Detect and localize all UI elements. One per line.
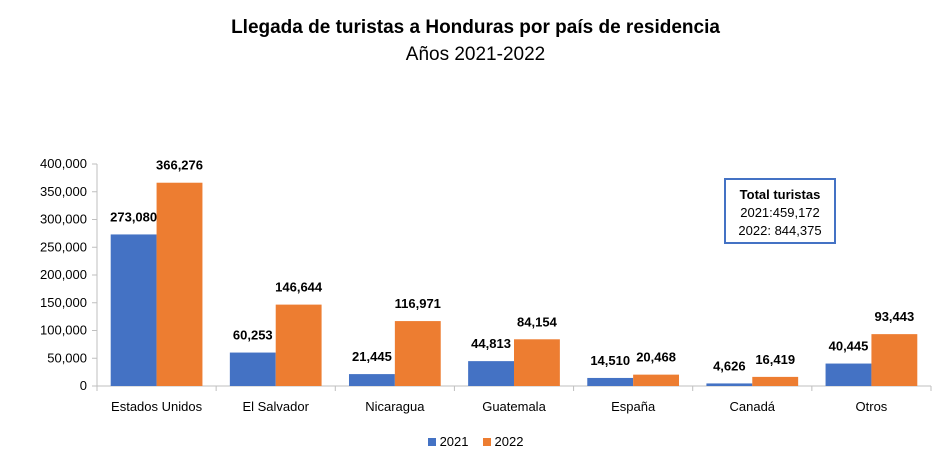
x-category-label: Estados Unidos	[111, 399, 203, 414]
legend-item-2021: 2021	[427, 434, 469, 449]
data-label-2022: 84,154	[517, 314, 558, 329]
y-tick-label: 0	[80, 378, 87, 393]
x-category-label: Nicaragua	[365, 399, 425, 414]
total-tourists-annotation: Total turistas 2021:459,172 2022: 844,37…	[724, 178, 836, 244]
annotation-2021-total: 2021:459,172	[740, 205, 820, 220]
legend-label-2022: 2022	[494, 434, 524, 449]
x-category-label: Otros	[856, 399, 888, 414]
legend-item-2022: 2022	[482, 434, 524, 449]
chart-subtitle: Años 2021-2022	[405, 44, 546, 65]
x-category-label: España	[611, 399, 656, 414]
legend: 2021 2022	[0, 434, 951, 449]
data-label-2022: 16,419	[755, 352, 795, 367]
legend-swatch-2021	[427, 437, 436, 446]
data-label-2022: 116,971	[395, 296, 441, 311]
y-tick-label: 400,000	[40, 156, 87, 171]
bar-2022	[514, 339, 560, 386]
data-label-2022: 366,276	[156, 158, 203, 173]
bar-2022	[633, 374, 680, 386]
data-label-2021: 273,080	[110, 209, 157, 224]
bar-2021	[706, 383, 753, 386]
bar-2022	[871, 334, 918, 386]
data-label-2021: 14,510	[590, 353, 630, 368]
annotation-title: Total turistas	[739, 187, 821, 202]
legend-label-2021: 2021	[439, 434, 469, 449]
bar-2021	[110, 234, 157, 386]
data-label-2021: 60,253	[233, 328, 273, 343]
data-label-2021: 44,813	[471, 336, 511, 351]
data-label-2022: 93,443	[874, 309, 914, 324]
data-label-2021: 40,445	[829, 339, 869, 354]
x-category-label: El Salvador	[242, 399, 309, 414]
bar-2021	[825, 363, 872, 386]
bar-2021	[587, 377, 634, 386]
data-label-2022: 146,644	[275, 280, 323, 295]
y-tick-label: 250,000	[40, 239, 87, 254]
x-category-label: Canadá	[730, 399, 776, 414]
data-label-2022: 20,468	[636, 350, 676, 365]
bar-2022	[752, 376, 799, 386]
y-tick-label: 100,000	[40, 323, 87, 338]
y-tick-label: 350,000	[40, 184, 87, 199]
y-tick-label: 50,000	[47, 350, 87, 365]
bar-2021	[468, 361, 514, 386]
data-label-2021: 4,626	[713, 358, 746, 373]
bar-2022	[394, 321, 441, 386]
x-category-label: Guatemala	[482, 399, 546, 414]
bar-2022	[156, 182, 203, 386]
y-tick-label: 200,000	[40, 267, 87, 282]
chart-title: Llegada de turistas a Honduras por país …	[231, 17, 720, 38]
legend-swatch-2022	[482, 437, 491, 446]
y-tick-label: 150,000	[40, 295, 87, 310]
bar-2021	[348, 374, 395, 386]
annotation-2022-total: 2022: 844,375	[738, 223, 822, 238]
bar-2021	[229, 352, 276, 386]
data-label-2021: 21,445	[352, 349, 392, 364]
y-tick-label: 300,000	[40, 212, 87, 227]
bar-2022	[275, 304, 322, 386]
